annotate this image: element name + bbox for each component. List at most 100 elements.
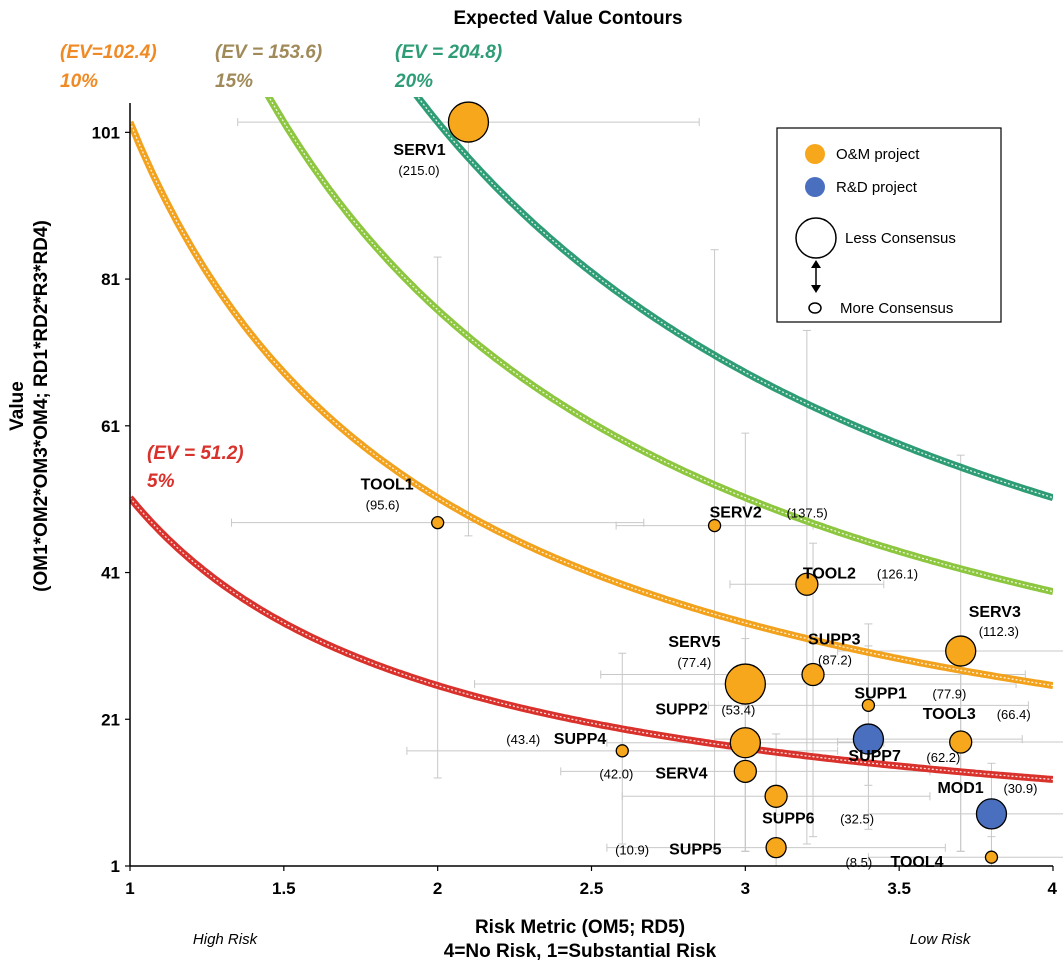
contour-pct-label: 5% xyxy=(147,471,175,492)
point-labels: SERV1 (215.0) TOOL1 (95.6) SERV2 (137.5) TOOL2… xyxy=(361,142,1038,871)
contour-ev-label: (EV=102.4) xyxy=(60,42,157,63)
x-tick-label: 2.5 xyxy=(580,879,604,898)
point-label-name: TOOL1 xyxy=(361,477,414,494)
y-tick-label: 101 xyxy=(92,123,120,142)
x-axis-title: Risk Metric (OM5; RD5) xyxy=(475,917,685,938)
point-label-name: SUPP1 xyxy=(854,685,907,702)
ev-contour-dots xyxy=(130,121,1053,687)
chart-title: Expected Value Contours xyxy=(453,8,682,29)
y-tick-label: 41 xyxy=(101,564,120,583)
point-label-name: SERV2 xyxy=(710,505,762,522)
point-label-name: SUPP6 xyxy=(762,810,815,827)
legend: O&M project R&D project Less Consensus M… xyxy=(776,127,1002,323)
point-label-value: (43.4) xyxy=(506,732,540,747)
point-label-name: SUPP2 xyxy=(655,702,708,719)
y-tick-label: 61 xyxy=(101,417,120,436)
point-label-name: SERV5 xyxy=(668,634,720,651)
point-label-value: (87.2) xyxy=(818,653,852,668)
ev-contour-dots xyxy=(130,497,1053,781)
x-tick-label: 1.5 xyxy=(272,879,296,898)
y-axis-title: Value (OM1*OM2*OM3*OM4; RD1*RD2*R3*RD4) xyxy=(7,220,52,592)
point-label-name: SUPP7 xyxy=(848,748,901,765)
point-label-value: (30.9) xyxy=(1003,781,1037,796)
y-axis-title-line1: Value xyxy=(7,381,28,431)
point-label-value: (112.3) xyxy=(979,624,1019,639)
point-label-name: SERV4 xyxy=(655,765,707,782)
legend-less-consensus-label: Less Consensus xyxy=(845,230,956,247)
y-tick-label: 81 xyxy=(101,270,120,289)
y-tick-label: 21 xyxy=(101,710,120,729)
point-label-name: SUPP5 xyxy=(669,842,722,859)
y-tick-label: 1 xyxy=(111,857,120,876)
contour-ev-label: (EV = 153.6) xyxy=(215,42,322,63)
point-supp1 xyxy=(861,698,876,712)
point-supp6 xyxy=(764,784,788,808)
legend-rd-label: R&D project xyxy=(836,179,918,196)
ev-contour-dots xyxy=(416,97,1053,499)
data-points xyxy=(431,101,1008,864)
x-tick-label: 1 xyxy=(125,879,134,898)
point-label-name: SUPP3 xyxy=(808,632,861,649)
point-supp4 xyxy=(615,744,629,758)
x-axis-subtitle: 4=No Risk, 1=Substantial Risk xyxy=(444,941,717,962)
legend-rd-marker xyxy=(805,177,825,197)
point-tool2 xyxy=(795,572,819,596)
contour-ev-label: (EV = 51.2) xyxy=(147,443,244,464)
x-tick-label: 3.5 xyxy=(887,879,911,898)
point-label-name: TOOL3 xyxy=(923,706,976,723)
point-tool1 xyxy=(431,516,445,530)
point-label-value: (77.9) xyxy=(932,686,966,701)
point-label-name: TOOL4 xyxy=(890,854,943,871)
point-label-value: (8.5) xyxy=(845,855,872,870)
point-supp3 xyxy=(801,662,825,687)
ev-contours xyxy=(130,97,1053,783)
point-label-value: (66.4) xyxy=(997,707,1031,722)
point-supp7 xyxy=(852,723,885,755)
point-serv3 xyxy=(945,635,977,667)
x-tick-label: 4 xyxy=(1048,879,1058,898)
point-label-value: (62.2) xyxy=(926,750,960,765)
point-label-value: (137.5) xyxy=(787,506,828,521)
point-label-value: (77.4) xyxy=(677,655,711,670)
point-supp5 xyxy=(765,837,787,859)
point-serv2 xyxy=(707,518,722,533)
point-label-name: TOOL2 xyxy=(803,565,856,582)
point-label-name: MOD1 xyxy=(937,780,983,797)
point-supp2 xyxy=(729,727,761,759)
y-axis-title-line2: (OM1*OM2*OM3*OM4; RD1*RD2*R3*RD4) xyxy=(31,220,52,592)
point-label-value: (42.0) xyxy=(599,766,633,781)
point-serv4 xyxy=(733,759,757,784)
legend-more-consensus-marker xyxy=(808,302,822,314)
point-label-value: (53.4) xyxy=(721,703,755,718)
point-label-name: SERV1 xyxy=(393,142,445,159)
x-tick-label: 2 xyxy=(433,879,442,898)
point-label-value: (126.1) xyxy=(877,566,918,581)
legend-more-consensus-label: More Consensus xyxy=(840,300,953,317)
point-label-name: SERV3 xyxy=(969,604,1021,621)
legend-om-marker xyxy=(805,144,825,164)
point-mod1 xyxy=(975,798,1008,830)
point-tool3 xyxy=(949,730,973,754)
point-serv5 xyxy=(724,663,766,705)
legend-om-label: O&M project xyxy=(836,146,920,163)
axes: 1 21 41 61 81 101 1 1.5 2 2.5 3 3.5 4 xyxy=(92,103,1058,898)
contour-pct-label: 20% xyxy=(394,71,433,92)
point-serv1 xyxy=(447,101,490,143)
contour-pct-label: 15% xyxy=(215,71,253,92)
point-label-value: (215.0) xyxy=(398,163,439,178)
point-tool4 xyxy=(984,850,999,864)
point-label-value: (10.9) xyxy=(615,843,649,858)
contour-ev-label: (EV = 204.8) xyxy=(395,42,502,63)
contour-labels: (EV = 51.2) 5% (EV=102.4) 10% (EV = 153.6) 15… xyxy=(60,42,502,492)
low-risk-label: Low Risk xyxy=(910,931,972,948)
contour-pct-label: 10% xyxy=(60,71,98,92)
high-risk-label: High Risk xyxy=(193,931,259,948)
consensus-arrow-icon xyxy=(811,260,821,293)
point-label-value: (32.5) xyxy=(840,811,874,826)
x-tick-label: 3 xyxy=(741,879,750,898)
point-label-name: SUPP4 xyxy=(554,731,607,748)
ev-contour-dots xyxy=(268,97,1053,593)
point-label-value: (95.6) xyxy=(366,498,400,513)
legend-less-consensus-marker xyxy=(795,217,837,259)
